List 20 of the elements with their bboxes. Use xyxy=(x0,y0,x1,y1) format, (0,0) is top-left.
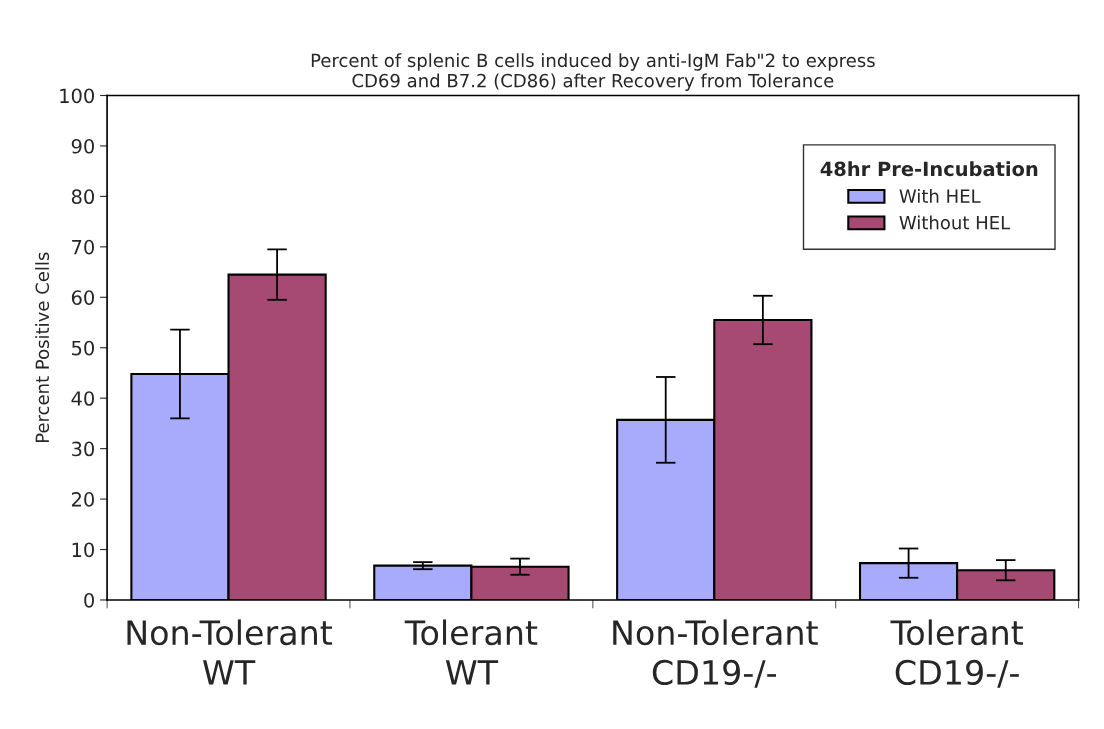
y-tick-label: 90 xyxy=(71,138,94,154)
y-tick-label: 80 xyxy=(71,189,94,205)
x-tick-label: Non-Tolerant WT xyxy=(127,619,333,685)
y-tick-label: 20 xyxy=(71,492,94,507)
y-tick-label: 50 xyxy=(72,340,94,356)
x-tick-label: Non-Tolerant CD19-/- xyxy=(613,619,818,688)
y-tick-label: 100 xyxy=(60,88,94,104)
y-tick-label: 30 xyxy=(72,441,94,457)
chart-title: Percent of splenic B cells induced by anti-IgM Fab"2 to express CD69 and B7.2 (CD86) after Recovery from Tolerance xyxy=(311,53,875,91)
legend-label: With HEL xyxy=(899,188,981,203)
y-tick-label: 10 xyxy=(72,542,94,558)
legend-title: 48hr Pre-Incubation xyxy=(820,161,1038,177)
y-tick-label: 0 xyxy=(84,592,94,608)
x-tick-label: Tolerant WT xyxy=(404,619,538,685)
y-tick-label: 40 xyxy=(71,391,94,406)
x-tick-label: Tolerant CD19-/- xyxy=(890,619,1023,688)
y-axis-title: Percent Positive Cells xyxy=(35,252,50,443)
y-tick-label: 70 xyxy=(72,239,94,255)
legend-label: Without HEL xyxy=(899,215,1011,230)
y-tick-label: 60 xyxy=(71,290,94,305)
